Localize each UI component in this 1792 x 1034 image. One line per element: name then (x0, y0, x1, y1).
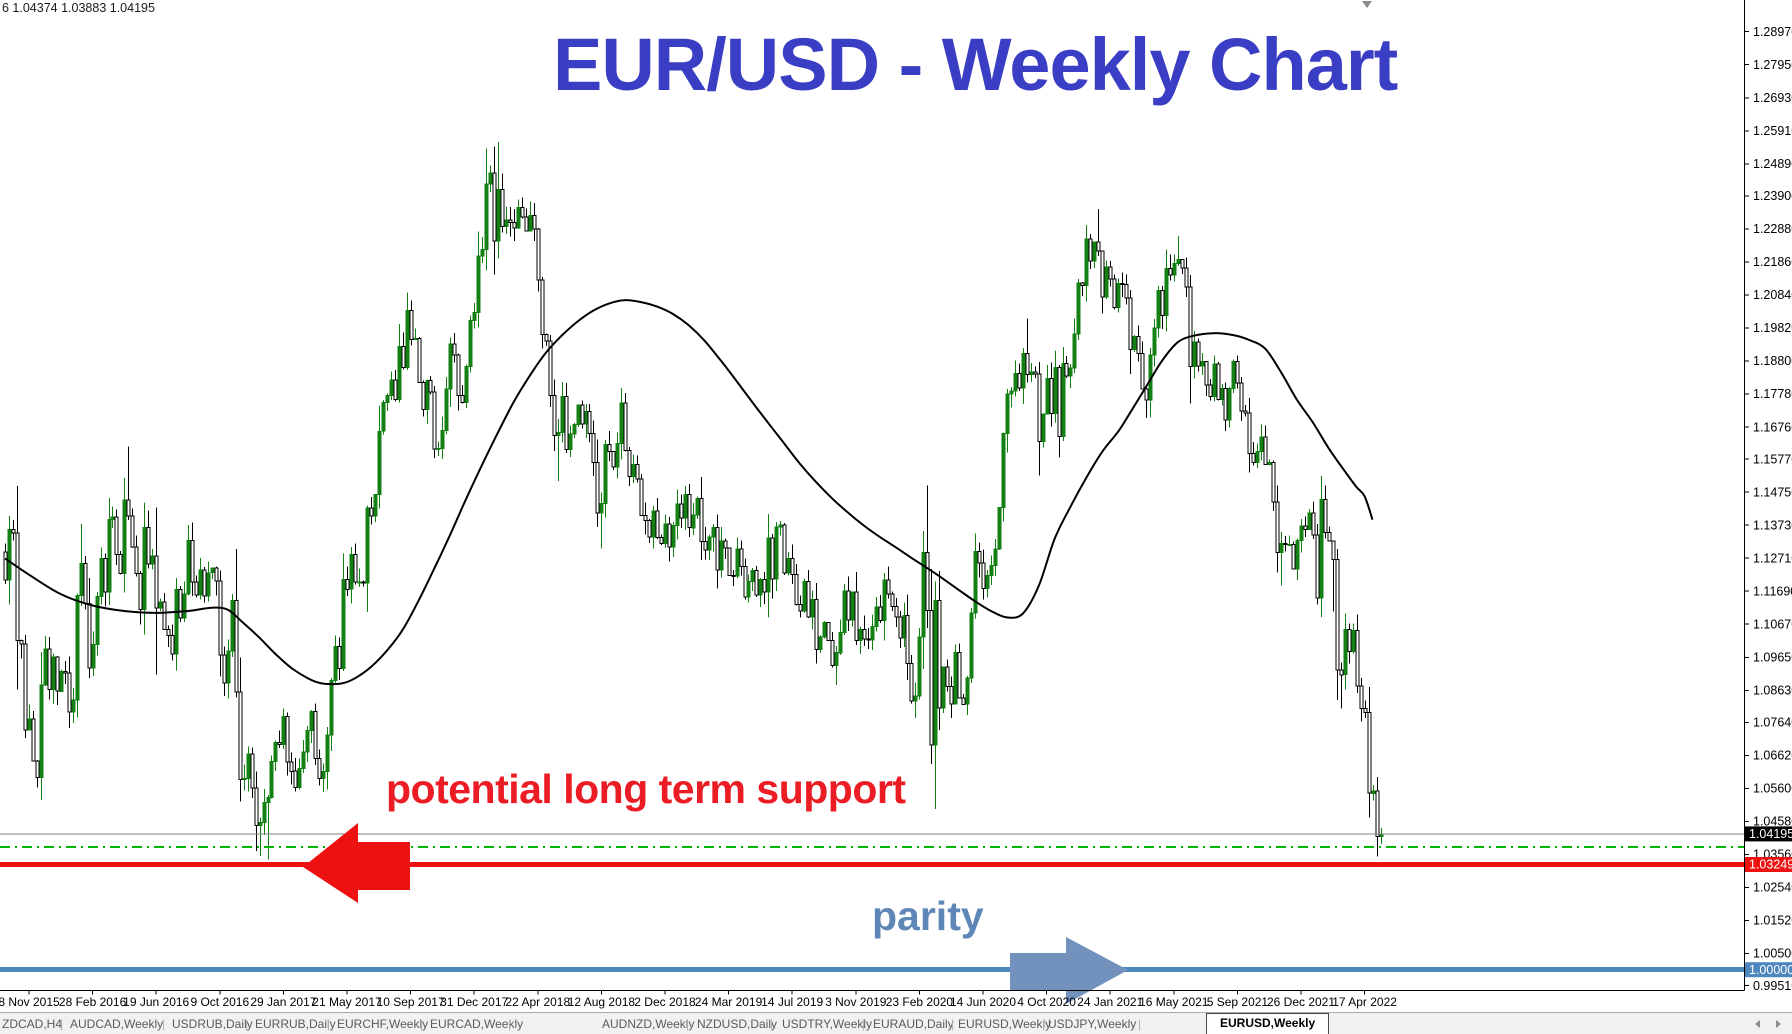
red-left-arrow[interactable] (303, 823, 410, 903)
date-axis-label: 4 Oct 2020 (1017, 995, 1076, 1009)
price-axis-label: 1.27950 (1753, 58, 1792, 72)
tab-NZDUSD,Daily[interactable]: NZDUSD,Daily (697, 1017, 778, 1031)
tab-AUDCAD,Weekly[interactable]: AUDCAD,Weekly (70, 1017, 164, 1031)
date-axis-label: 3 Nov 2019 (825, 995, 887, 1009)
price-axis-label: 1.13730 (1753, 518, 1792, 532)
tab-separator: | (162, 1017, 166, 1031)
date-axis-label: 14 Jul 2019 (761, 995, 823, 1009)
date-axis-label: 14 Jun 2020 (950, 995, 1016, 1009)
price-axis-label: 1.15770 (1753, 452, 1792, 466)
tab-AUDNZD,Weekly[interactable]: AUDNZD,Weekly (602, 1017, 695, 1031)
price-badge-label: 1.03249 (1749, 858, 1792, 872)
price-axis-label: 0.99510 (1753, 979, 1792, 993)
tab-separator: | (951, 1017, 955, 1031)
blue-right-arrow[interactable] (1010, 937, 1128, 1004)
tab-separator: | (508, 1017, 512, 1031)
tab-ZDCAD,H4[interactable]: ZDCAD,H4 (2, 1017, 63, 1031)
price-axis-label: 1.21860 (1753, 255, 1792, 269)
parity-text-annotation: parity (872, 893, 984, 939)
price-axis-label: 1.16760 (1753, 420, 1792, 434)
price-axis-label: 1.22880 (1753, 222, 1792, 236)
price-axis-label: 1.10670 (1753, 617, 1792, 631)
tab-separator: | (686, 1017, 690, 1031)
date-axis-label: 29 Jan 2017 (250, 995, 316, 1009)
chart-border (0, 0, 1745, 991)
date-axis-label: 5 Sep 2021 (1207, 995, 1269, 1009)
price-badge-1.00000: 1.00000 (1745, 962, 1792, 978)
date-axis-label: 26 Dec 2021 (1267, 995, 1335, 1009)
price-axis-label: 1.24890 (1753, 157, 1792, 171)
tab-separator: | (327, 1017, 331, 1031)
tab-separator: | (245, 1017, 249, 1031)
date-axis-label: 24 Mar 2019 (695, 995, 763, 1009)
tab-scroll-right-icon[interactable] (1776, 1020, 1781, 1028)
tab-active-eurusd-weekly[interactable]: EURUSD,Weekly (1206, 1013, 1330, 1034)
tab-USDJPY,Weekly[interactable]: USDJPY,Weekly (1048, 1017, 1137, 1031)
tab-separator: | (770, 1017, 774, 1031)
price-axis-label: 1.04580 (1753, 815, 1792, 829)
date-axis-label: 10 Sep 2017 (377, 995, 445, 1009)
date-axis-label: 24 Jan 2021 (1077, 995, 1143, 1009)
price-axis-label: 1.19820 (1753, 321, 1792, 335)
price-badge-label: 1.04195 (1749, 827, 1792, 841)
moving-average-line (4, 299, 1374, 686)
price-axis-label: 1.26930 (1753, 91, 1792, 105)
price-axis-label: 1.09650 (1753, 651, 1792, 665)
chart-plot-area[interactable]: 1.28970 1.27950 1.26930 1.25910 1.24890 1.239… (0, 0, 1792, 1012)
tab-USDRUB,Daily[interactable]: USDRUB,Daily (172, 1017, 253, 1031)
price-axis-label: 1.06620 (1753, 749, 1792, 763)
date-axis-label: 9 Oct 2016 (190, 995, 249, 1009)
price-axis-label: 1.07640 (1753, 716, 1792, 730)
date-axis-label: 8 Nov 2015 (0, 995, 60, 1009)
tab-USDTRY,Weekly[interactable]: USDTRY,Weekly (782, 1017, 873, 1031)
tab-scroll-left-icon[interactable] (1755, 1020, 1760, 1028)
chart-title-annotation: EUR/USD - Weekly Chart (553, 23, 1398, 106)
price-axis-label: 1.08630 (1753, 684, 1792, 698)
price-badge-1.04195: 1.04195 (1745, 826, 1792, 842)
date-axis-label: 21 May 2017 (312, 995, 382, 1009)
price-axis-label: 1.18800 (1753, 354, 1792, 368)
tab-separator: | (1042, 1017, 1046, 1031)
date-axis-label: 17 Apr 2022 (1332, 995, 1397, 1009)
price-axis-label: 1.11690 (1753, 584, 1792, 598)
chart-shift-marker-icon[interactable] (1362, 1, 1372, 8)
support-text-annotation: potential long term support (386, 766, 906, 812)
date-axis-label: 28 Feb 2016 (59, 995, 127, 1009)
chart-tab-bar: ZDCAD,H4 | AUDCAD,Weekly | USDRUB,Daily | EURR… (0, 1012, 1792, 1034)
date-axis-label: 19 Jun 2016 (123, 995, 189, 1009)
price-axis-label: 1.28970 (1753, 25, 1792, 39)
price-axis: 1.28970 1.27950 1.26930 1.25910 1.24890 1.239… (1744, 25, 1792, 993)
date-axis-label: 2 Dec 2018 (634, 995, 696, 1009)
ohlc-readout: 6 1.04374 1.03883 1.04195 (2, 1, 155, 15)
price-badge-1.03249: 1.03249 (1745, 857, 1792, 872)
tab-separator: | (862, 1017, 866, 1031)
candles-group (3, 142, 1384, 860)
price-axis-label: 1.02540 (1753, 881, 1792, 895)
tab-EURRUB,Daily[interactable]: EURRUB,Daily (255, 1017, 336, 1031)
tab-EURAUD,Daily[interactable]: EURAUD,Daily (873, 1017, 954, 1031)
tab-separator: | (1138, 1017, 1142, 1031)
price-axis-label: 1.25910 (1753, 124, 1792, 138)
date-axis-label: 22 Apr 2018 (505, 995, 570, 1009)
date-axis-label: 31 Dec 2017 (440, 995, 508, 1009)
date-axis-label: 23 Feb 2020 (886, 995, 954, 1009)
tab-EURUSD,Weekly[interactable]: EURUSD,Weekly (958, 1017, 1052, 1031)
price-axis-label: 1.23900 (1753, 189, 1792, 203)
tab-separator: | (60, 1017, 64, 1031)
price-badge-label: 1.00000 (1749, 963, 1792, 977)
price-axis-label: 1.01520 (1753, 914, 1792, 928)
tab-separator: | (420, 1017, 424, 1031)
price-axis-label: 1.12710 (1753, 551, 1792, 565)
price-axis-label: 1.17780 (1753, 387, 1792, 401)
date-axis-label: 12 Aug 2018 (568, 995, 636, 1009)
tab-EURCHF,Weekly[interactable]: EURCHF,Weekly (337, 1017, 429, 1031)
tab-EURCAD,Weekly[interactable]: EURCAD,Weekly (430, 1017, 524, 1031)
price-axis-label: 1.05600 (1753, 782, 1792, 796)
price-axis-label: 1.20840 (1753, 288, 1792, 302)
price-axis-label: 1.14750 (1753, 485, 1792, 499)
date-axis-label: 16 May 2021 (1139, 995, 1209, 1009)
